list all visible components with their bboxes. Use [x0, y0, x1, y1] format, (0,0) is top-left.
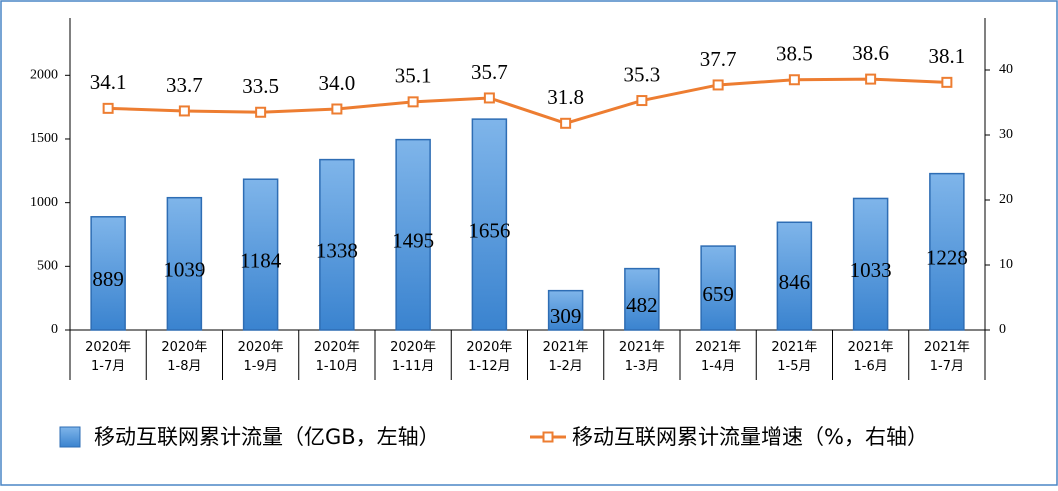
line-marker [255, 106, 267, 118]
legend-swatch [59, 426, 81, 448]
line-marker [788, 74, 800, 86]
x-tick-label: 2021年 1-2月 [542, 340, 589, 374]
line-value-label: 34.1 [90, 70, 127, 94]
bar-value-label: 1656 [468, 218, 510, 242]
x-tick-label-box: 2021年 1-2月 [542, 340, 589, 374]
line-marker [483, 92, 495, 104]
bar [547, 289, 584, 331]
line-marker [941, 76, 953, 88]
y2-tick-label: 20 [999, 192, 1013, 207]
line-value-label: 33.5 [242, 74, 279, 98]
x-tick-label: 2021年 1-7月 [923, 340, 970, 374]
line-marker [865, 73, 877, 85]
bar-value-label: 1033 [850, 258, 892, 282]
x-tick-label: 2021年 1-5月 [771, 340, 818, 374]
legend-label: 移动互联网累计流量（亿GB，左轴） [94, 425, 440, 449]
line-value-label: 37.7 [700, 47, 737, 71]
x-tick-label: 2020年 1-9月 [237, 340, 284, 374]
y2-tick-label: 0 [999, 322, 1006, 337]
line-value-label: 38.1 [929, 44, 966, 68]
line-marker [712, 79, 724, 91]
bar [242, 178, 279, 331]
bar [395, 138, 431, 331]
line-value-label: 38.6 [852, 41, 889, 65]
x-tick-label-box: 2021年 1-4月 [695, 340, 742, 374]
line-marker [331, 103, 343, 115]
y-tick-label: 1500 [30, 131, 58, 146]
y-tick-label: 0 [51, 322, 58, 337]
line-marker [178, 105, 190, 117]
x-tick-label-box: 2020年 1-11月 [390, 340, 437, 374]
line-marker [102, 102, 114, 114]
bar-value-label: 309 [550, 304, 582, 328]
bar [624, 267, 660, 331]
legend-marker [542, 431, 554, 443]
x-tick-label-box: 2021年 1-3月 [618, 340, 665, 374]
line-value-label: 38.5 [776, 42, 813, 66]
y-tick-label: 1000 [30, 195, 58, 210]
line-marker [560, 117, 572, 129]
line-value-label: 35.3 [624, 62, 661, 86]
line-value-label: 35.7 [471, 60, 508, 84]
line-marker [407, 96, 419, 108]
bar-value-label: 1495 [392, 229, 434, 253]
x-tick-label: 2020年 1-12月 [466, 340, 513, 374]
bar-value-label: 1338 [316, 239, 358, 263]
bar-value-label: 482 [626, 293, 658, 317]
x-tick-label: 2020年 1-11月 [390, 340, 437, 374]
x-tick-label: 2021年 1-6月 [847, 340, 894, 374]
y2-tick-label: 10 [999, 257, 1013, 272]
line-value-label: 34.0 [319, 71, 356, 95]
x-tick-label-box: 2020年 1-10月 [313, 340, 360, 374]
x-tick-label: 2021年 1-4月 [695, 340, 742, 374]
y-tick-label: 2000 [30, 68, 58, 83]
x-tick-label: 2020年 1-7月 [85, 340, 132, 374]
x-tick-label: 2020年 1-8月 [161, 340, 208, 374]
line [108, 77, 947, 125]
x-tick-label-box: 2021年 1-6月 [847, 340, 894, 374]
y-tick-label: 500 [37, 259, 58, 274]
legend-label: 移动互联网累计流量增速（%，右轴） [572, 425, 928, 449]
bar [700, 245, 736, 331]
bar [471, 118, 508, 331]
bar [90, 216, 126, 331]
bar-value-label: 846 [779, 270, 811, 294]
bar [852, 197, 889, 331]
x-tick-label-box: 2020年 1-8月 [161, 340, 208, 374]
bar-value-label: 1228 [926, 246, 968, 270]
x-tick-label: 2020年 1-10月 [313, 340, 360, 374]
bar [166, 196, 203, 331]
bar-value-label: 1039 [163, 258, 205, 282]
bar-value-label: 1184 [240, 248, 282, 272]
x-tick-label-box: 2020年 1-9月 [237, 340, 284, 374]
bar [776, 221, 813, 331]
bar-value-label: 889 [92, 267, 124, 291]
x-tick-label-box: 2020年 1-12月 [466, 340, 513, 374]
line-value-label: 33.7 [166, 73, 203, 97]
x-tick-label-box: 2021年 1-5月 [771, 340, 818, 374]
bar-value-label: 659 [702, 282, 734, 306]
bar [319, 158, 355, 331]
y2-tick-label: 30 [999, 127, 1013, 142]
x-tick-label: 2021年 1-3月 [618, 340, 665, 374]
bar [929, 172, 965, 331]
y2-tick-label: 40 [999, 62, 1013, 77]
line-value-label: 31.8 [547, 85, 584, 109]
x-tick-label-box: 2020年 1-7月 [85, 340, 132, 374]
line-value-label: 35.1 [395, 64, 432, 88]
line-marker [636, 95, 648, 107]
x-tick-label-box: 2021年 1-7月 [923, 340, 970, 374]
